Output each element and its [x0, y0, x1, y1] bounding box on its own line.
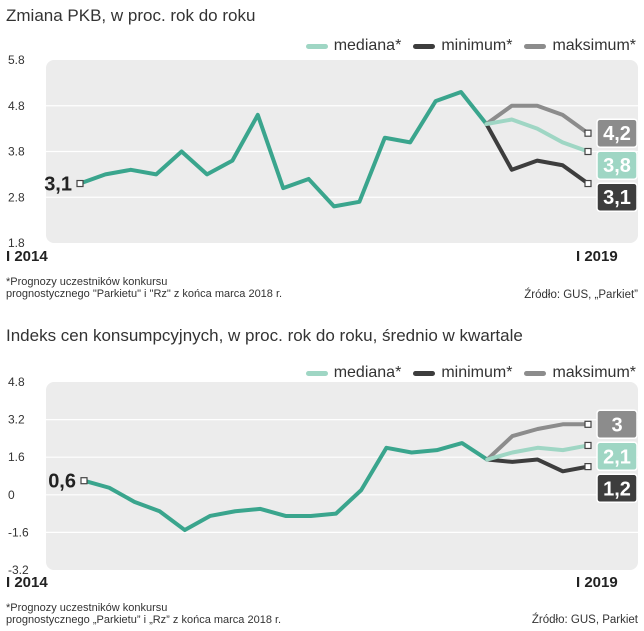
end-value-label-maksimum: 4,2 [603, 123, 631, 145]
footnote-line-2: prognostycznego "Parkietu" i "Rz" z końc… [6, 288, 283, 300]
end-value-label-minimum: 1,2 [603, 478, 631, 500]
chart-title: Zmiana PKB, w proc. rok do roku [6, 6, 256, 25]
source-note: Źródło: GUS, „Parkiet” [524, 289, 638, 301]
footnote: *Prognozy uczestników konkursu prognosty… [6, 602, 281, 626]
series-line-maksimum [485, 422, 590, 462]
chart-legend: mediana* minimum* maksimum* [300, 364, 636, 382]
end-value-label-minimum: 3,1 [603, 187, 631, 209]
chart-title: Indeks cen konsumpcyjnych, w proc. rok d… [6, 326, 523, 345]
legend-label-maksimum: maksimum* [552, 364, 636, 381]
series-line-minimum [484, 122, 590, 186]
cpi-chart-svg: 4.8 3.2 1.6 0 -1.6 -3.2 0,6 3 2,1 1,2 [8, 375, 638, 577]
y-tick-label: 4.8 [8, 375, 25, 389]
x-start-label: I 2014 [6, 248, 48, 265]
chart-panel-gdp: Zmiana PKB, w proc. rok do roku mediana*… [0, 0, 644, 310]
end-value-label-mediana: 2,1 [603, 446, 631, 468]
y-tick-label: 3.8 [8, 145, 25, 159]
end-marker-maksimum [584, 420, 592, 428]
end-marker-mediana [584, 441, 592, 450]
y-tick-label: 1.6 [8, 450, 25, 464]
end-marker-maksimum [584, 129, 592, 137]
y-tick-label: -3.2 [8, 563, 29, 577]
start-marker [76, 179, 84, 188]
start-value-label: 3,1 [44, 174, 72, 196]
y-tick-label: 3.2 [8, 413, 25, 427]
plot-background [46, 382, 638, 570]
legend-label-minimum: minimum* [441, 37, 513, 54]
legend-swatch-minimum [413, 43, 436, 49]
x-end-label: I 2019 [576, 248, 618, 265]
end-value-box-mediana [596, 441, 638, 472]
y-tick-label: 0 [8, 488, 15, 502]
end-value-box-minimum [596, 182, 638, 212]
y-tick-label: 5.8 [8, 53, 25, 67]
footnote-line-1: *Prognozy uczestników konkursu [6, 602, 168, 614]
legend-label-minimum: minimum* [441, 364, 513, 381]
end-marker-mediana [584, 147, 592, 156]
end-marker-minimum [584, 179, 592, 188]
y-tick-label: 2.8 [8, 190, 25, 204]
end-value-box-maksimum [596, 118, 638, 148]
source-note: Źródło: GUS, Parkiet [531, 614, 638, 626]
series-line-maksimum [484, 103, 590, 136]
end-value-box-minimum [596, 473, 638, 504]
series-line-mediana [485, 443, 590, 462]
start-value-label: 0,6 [48, 471, 76, 493]
legend-label-maksimum: maksimum* [552, 37, 636, 54]
series-line-mediana [484, 117, 590, 154]
y-tick-label: -1.6 [8, 525, 29, 539]
series-line-history [78, 90, 489, 209]
y-tick-label: 4.8 [8, 99, 25, 113]
gdp-chart-svg: 5.8 4.8 3.8 2.8 1.8 3,1 4,2 3,8 3,1 [8, 53, 638, 250]
legend-swatch-maksimum [524, 43, 547, 49]
x-start-label: I 2014 [6, 574, 48, 591]
legend-swatch-mediana [305, 370, 328, 376]
y-tick-label: 1.8 [8, 236, 25, 250]
legend-swatch-maksimum [524, 370, 547, 376]
legend-label-mediana: mediana* [333, 37, 402, 54]
end-value-label-maksimum: 3 [611, 414, 622, 436]
end-value-label-mediana: 3,8 [603, 155, 631, 177]
end-marker-minimum [584, 463, 592, 471]
start-marker [80, 477, 88, 485]
end-value-box-maksimum [596, 409, 638, 440]
end-value-box-mediana [596, 150, 638, 180]
legend-swatch-minimum [413, 370, 436, 376]
series-line-history [82, 441, 490, 533]
legend-swatch-mediana [305, 43, 328, 49]
chart-legend: mediana* minimum* maksimum* [300, 37, 636, 55]
chart-panel-cpi: Indeks cen konsumpcyjnych, w proc. rok d… [0, 320, 644, 631]
footnote-line-2: prognostycznego „Parkietu” i „Rz” z końc… [6, 614, 282, 626]
footnote: *Prognozy uczestników konkursu prognosty… [6, 276, 282, 300]
series-line-minimum [485, 457, 590, 474]
legend-label-mediana: mediana* [333, 364, 402, 381]
x-end-label: I 2019 [576, 574, 618, 591]
footnote-line-1: *Prognozy uczestników konkursu [6, 276, 168, 288]
